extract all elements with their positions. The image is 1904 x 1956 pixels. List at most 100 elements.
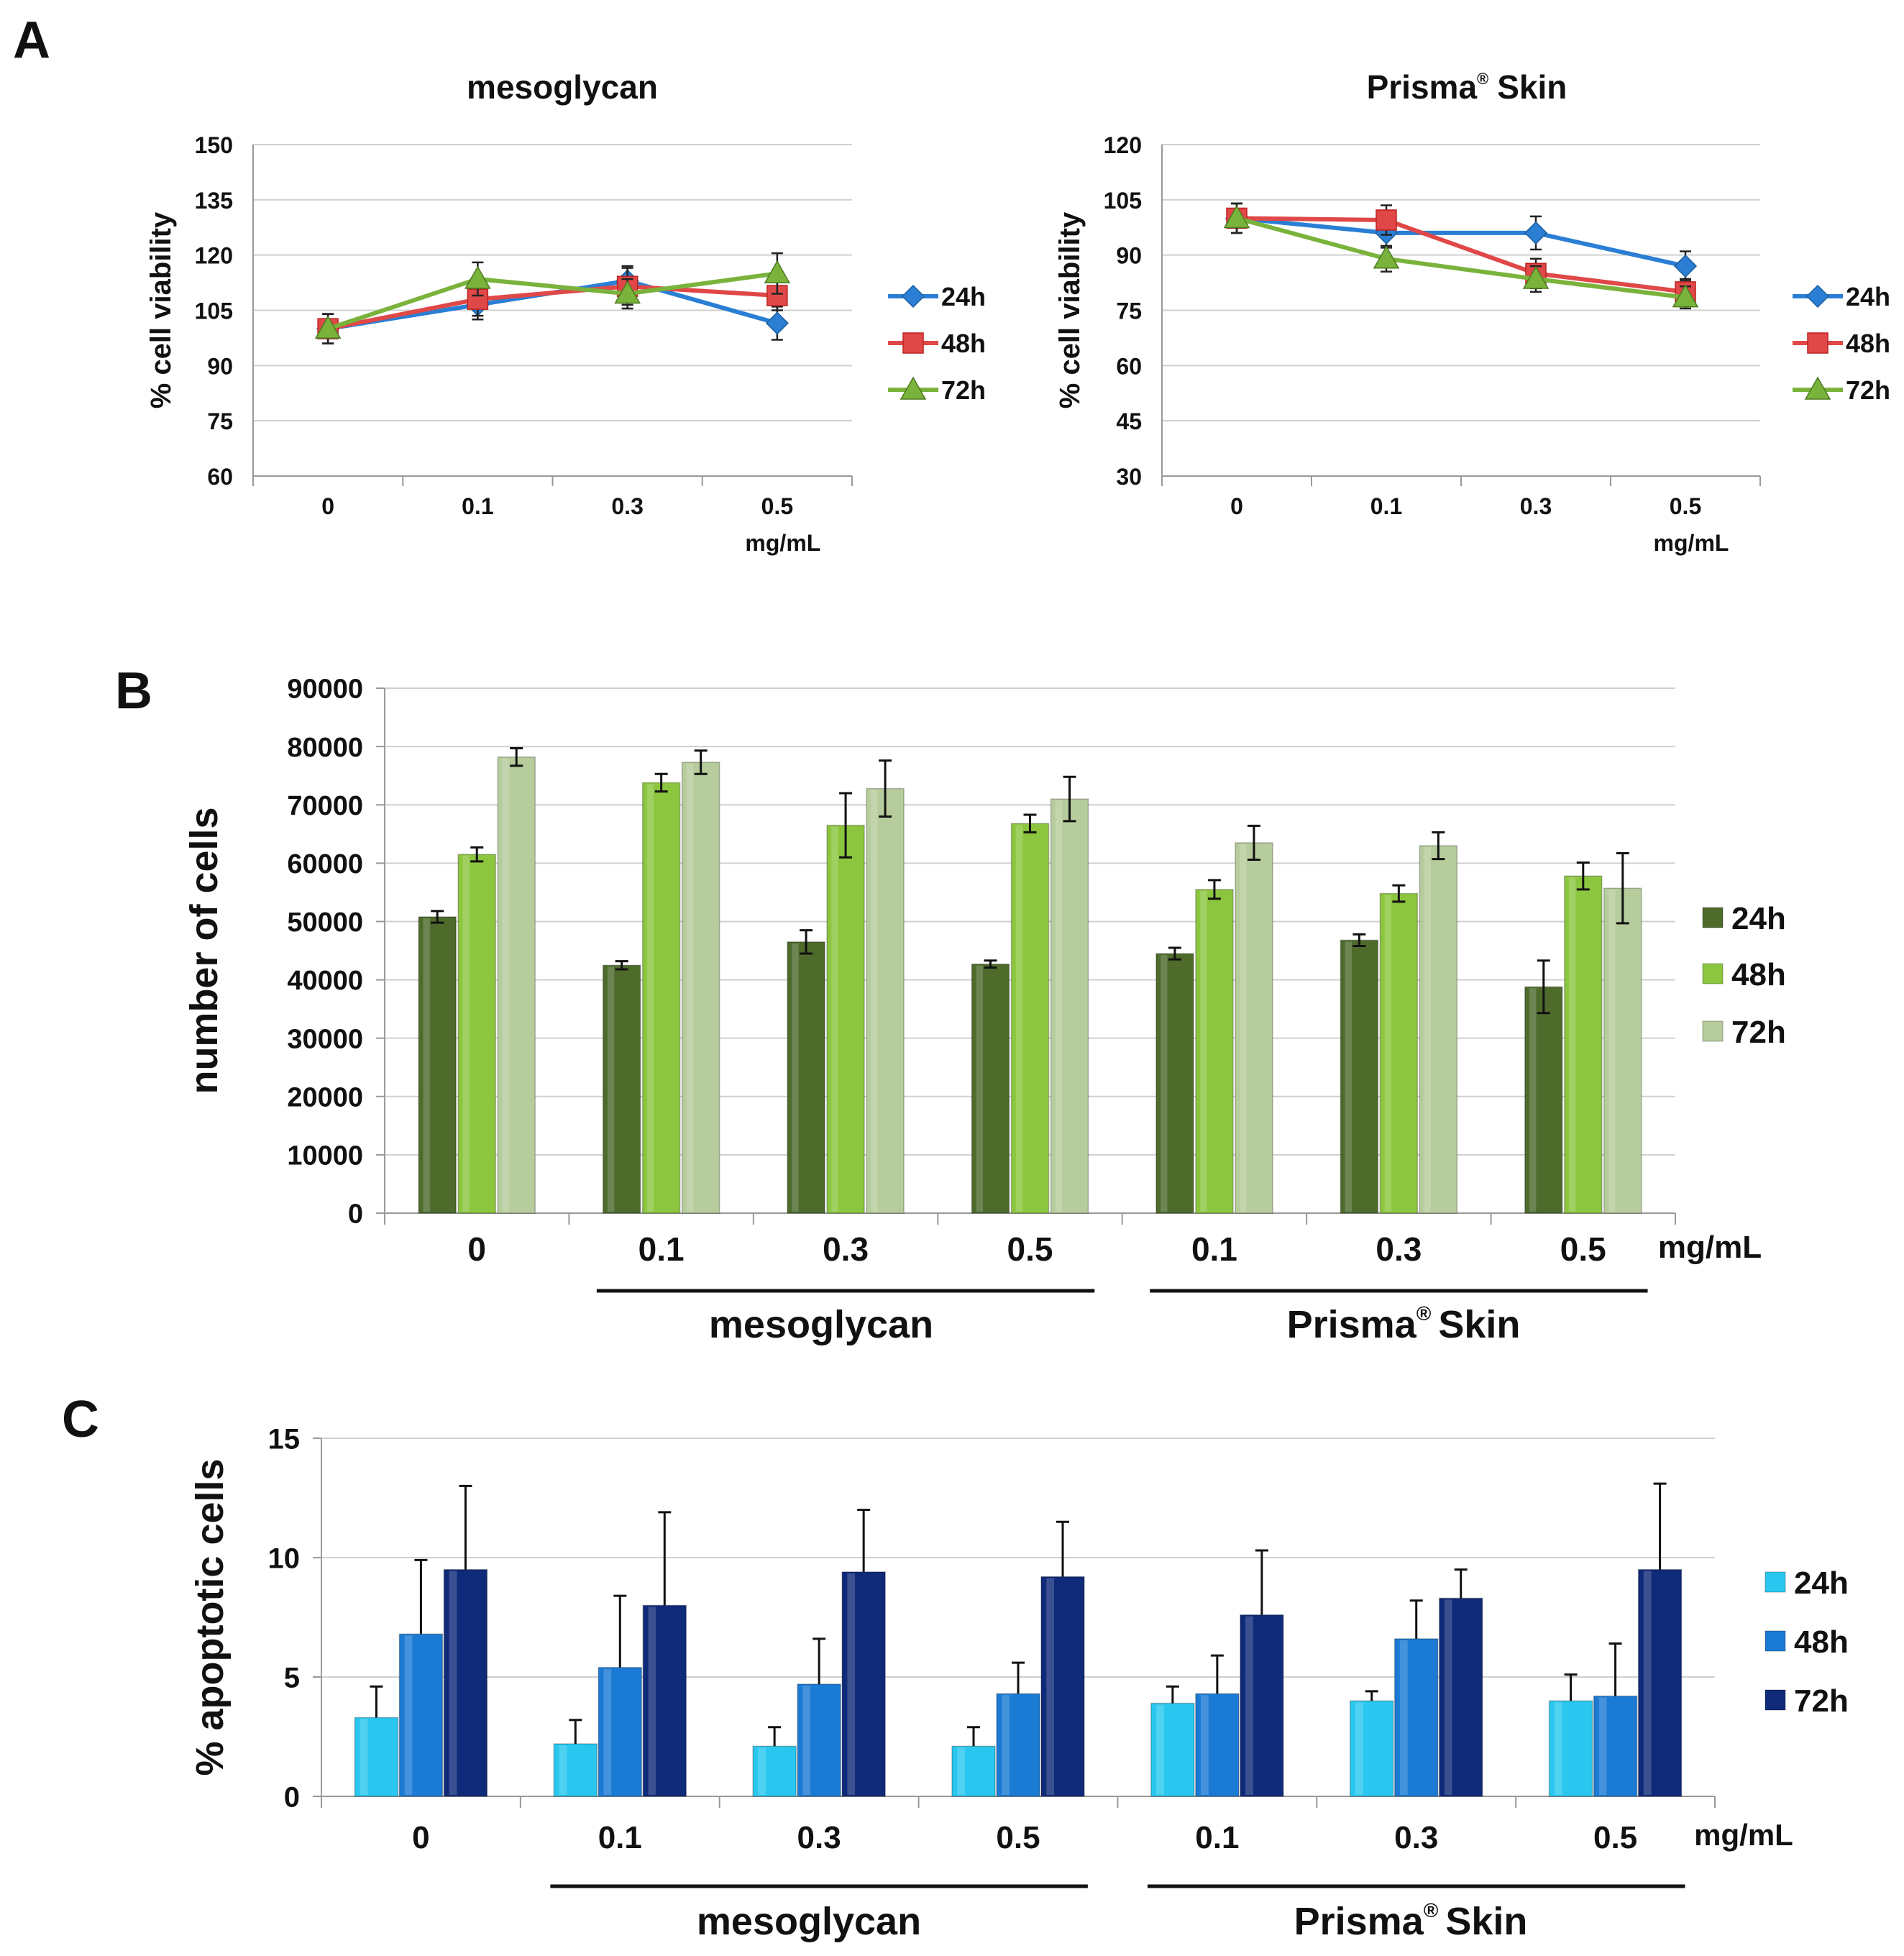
legend-marker-24h bbox=[901, 284, 925, 309]
y-tick-label: 120 bbox=[1104, 132, 1142, 158]
bar-highlight bbox=[792, 943, 799, 1212]
legend-marker-72h bbox=[900, 376, 927, 400]
y-tick-label: 105 bbox=[195, 298, 233, 324]
data-point-24h bbox=[1673, 254, 1698, 278]
x-axis-unit: mg/mL bbox=[1654, 530, 1729, 556]
legend-label-48h: 48h bbox=[1846, 329, 1890, 358]
y-tick-label: 90000 bbox=[287, 675, 363, 705]
chart-c-group-mesoglycan: mesoglycan bbox=[697, 1900, 921, 1943]
bar-48h bbox=[1195, 1693, 1240, 1797]
x-tick-label: 0.3 bbox=[797, 1820, 841, 1855]
x-tick-label: 0.1 bbox=[598, 1820, 642, 1855]
x-tick-label: 0.3 bbox=[1376, 1230, 1422, 1268]
bar-highlight bbox=[1424, 847, 1431, 1212]
bar-highlight bbox=[648, 1607, 656, 1795]
bar-highlight bbox=[502, 758, 509, 1212]
x-tick-label: 0.5 bbox=[761, 493, 793, 519]
y-tick-label: 30000 bbox=[287, 1024, 363, 1054]
series-line-48h bbox=[1236, 216, 1686, 294]
bar-24h bbox=[602, 964, 641, 1214]
bar-highlight bbox=[603, 1668, 612, 1795]
x-tick-label: 0.1 bbox=[1191, 1230, 1237, 1268]
bar-highlight bbox=[1608, 890, 1616, 1212]
bar-highlight bbox=[1156, 1704, 1164, 1795]
legend-label-24h: 24h bbox=[1846, 282, 1890, 311]
x-tick-label: 0.5 bbox=[996, 1820, 1040, 1855]
x-axis-unit: mg/mL bbox=[1658, 1230, 1762, 1265]
bar-48h bbox=[598, 1666, 643, 1797]
legend-label-24h: 24h bbox=[1794, 1566, 1849, 1601]
y-axis-title: % apoptotic cells bbox=[188, 1458, 232, 1776]
y-tick-label: 150 bbox=[195, 132, 233, 158]
bar-72h bbox=[1637, 1568, 1683, 1797]
bar-highlight bbox=[1161, 955, 1168, 1212]
legend-marker-48h bbox=[902, 332, 924, 354]
data-point-48h bbox=[1376, 209, 1397, 231]
legend-label-72h: 72h bbox=[1794, 1683, 1849, 1719]
bar-highlight bbox=[847, 1573, 856, 1795]
legend-label-24h: 24h bbox=[941, 282, 986, 311]
bar-highlight bbox=[686, 764, 694, 1212]
bar-highlight bbox=[1598, 1697, 1607, 1795]
data-point-24h bbox=[1524, 221, 1548, 244]
bar-72h bbox=[681, 762, 720, 1214]
y-tick-label: 135 bbox=[195, 188, 233, 214]
legend-label-72h: 72h bbox=[941, 375, 986, 405]
bar-24h bbox=[1340, 939, 1379, 1214]
x-tick-label: 0.3 bbox=[1394, 1820, 1438, 1855]
legend-swatch-24h bbox=[1765, 1571, 1786, 1593]
y-tick-label: 60 bbox=[1116, 353, 1142, 379]
data-point-72h bbox=[614, 280, 641, 304]
x-tick-label: 0.1 bbox=[1370, 493, 1402, 519]
x-tick-label: 0.3 bbox=[823, 1230, 869, 1268]
bar-48h bbox=[1564, 875, 1603, 1214]
bar-48h bbox=[398, 1633, 444, 1797]
legend-swatch-72h bbox=[1702, 1020, 1724, 1042]
bar-72h bbox=[497, 756, 536, 1214]
bar-highlight bbox=[831, 826, 838, 1212]
bar-72h bbox=[866, 787, 905, 1214]
series-line-24h bbox=[1236, 216, 1686, 268]
y-tick-label: 75 bbox=[1116, 298, 1142, 324]
bar-24h bbox=[787, 941, 825, 1214]
y-tick-label: 80000 bbox=[287, 733, 363, 763]
x-tick-label: 0.1 bbox=[639, 1230, 685, 1268]
bar-72h bbox=[1603, 887, 1642, 1214]
bar-highlight bbox=[1399, 1640, 1408, 1795]
chart-a1-title: mesoglycan bbox=[467, 68, 658, 106]
bar-highlight bbox=[1569, 877, 1576, 1212]
bar-highlight bbox=[758, 1747, 766, 1795]
y-tick-label: 15 bbox=[268, 1423, 301, 1455]
bar-highlight bbox=[1002, 1695, 1010, 1795]
bar-highlight bbox=[957, 1747, 965, 1795]
bar-highlight bbox=[1384, 895, 1391, 1212]
legend-label-24h: 24h bbox=[1731, 901, 1786, 936]
bar-24h bbox=[1548, 1700, 1593, 1797]
bar-24h bbox=[354, 1717, 399, 1797]
y-tick-label: 10 bbox=[268, 1543, 301, 1574]
data-point-72h bbox=[1223, 204, 1250, 229]
legend-swatch-48h bbox=[1765, 1630, 1786, 1652]
bar-highlight bbox=[462, 856, 470, 1212]
bar-48h bbox=[1010, 823, 1050, 1214]
chart-a2-title: Prisma® Skin bbox=[1367, 68, 1567, 106]
y-axis-title: % cell viability bbox=[145, 211, 177, 408]
data-point-72h bbox=[1373, 245, 1400, 269]
bar-highlight bbox=[1554, 1702, 1562, 1795]
chart-c-group-prisma: Prisma® Skin bbox=[1294, 1899, 1528, 1943]
data-point-72h bbox=[764, 260, 791, 284]
bar-highlight bbox=[1444, 1599, 1452, 1795]
x-axis-unit: mg/mL bbox=[745, 530, 820, 556]
bar-highlight bbox=[1015, 825, 1023, 1212]
bar-24h bbox=[1150, 1702, 1195, 1797]
data-point-24h bbox=[765, 311, 789, 335]
bar-highlight bbox=[1055, 800, 1063, 1212]
bar-highlight bbox=[404, 1635, 413, 1795]
chart-b-group-prisma: Prisma® Skin bbox=[1287, 1302, 1521, 1346]
series-line-48h bbox=[327, 284, 778, 332]
x-tick-label: 0.5 bbox=[1593, 1820, 1637, 1855]
chart-b-group-mesoglycan: mesoglycan bbox=[709, 1303, 933, 1346]
x-tick-label: 0.3 bbox=[1520, 493, 1552, 519]
bar-highlight bbox=[1201, 1695, 1209, 1795]
